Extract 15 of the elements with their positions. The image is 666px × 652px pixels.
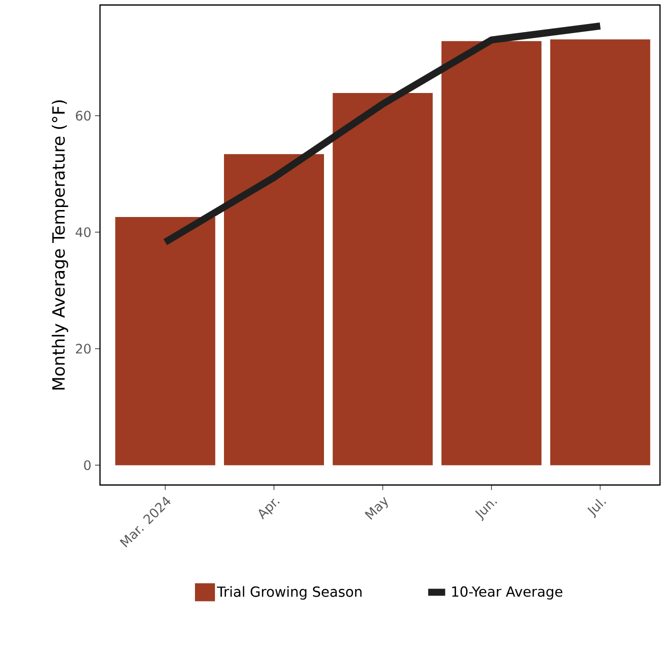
bar (550, 39, 650, 466)
x-tick-label: Jul. (587, 498, 606, 518)
bar (441, 41, 542, 466)
bar (115, 217, 216, 466)
x-tick-label: Apr. (258, 498, 280, 520)
y-tick-label: 20 (76, 344, 91, 354)
bar (224, 154, 324, 466)
y-axis-title: Monthly Average Temperature (°F) (52, 100, 68, 390)
legend-label: 10-Year Average (452, 586, 562, 600)
y-tick-label: 40 (76, 227, 91, 238)
y-tick-label: 0 (84, 460, 91, 470)
x-tick-label: Jun. (475, 501, 498, 522)
y-tick-label: 60 (76, 110, 91, 121)
bar (332, 92, 433, 466)
legend-label: Trial Growing Season (216, 586, 362, 600)
